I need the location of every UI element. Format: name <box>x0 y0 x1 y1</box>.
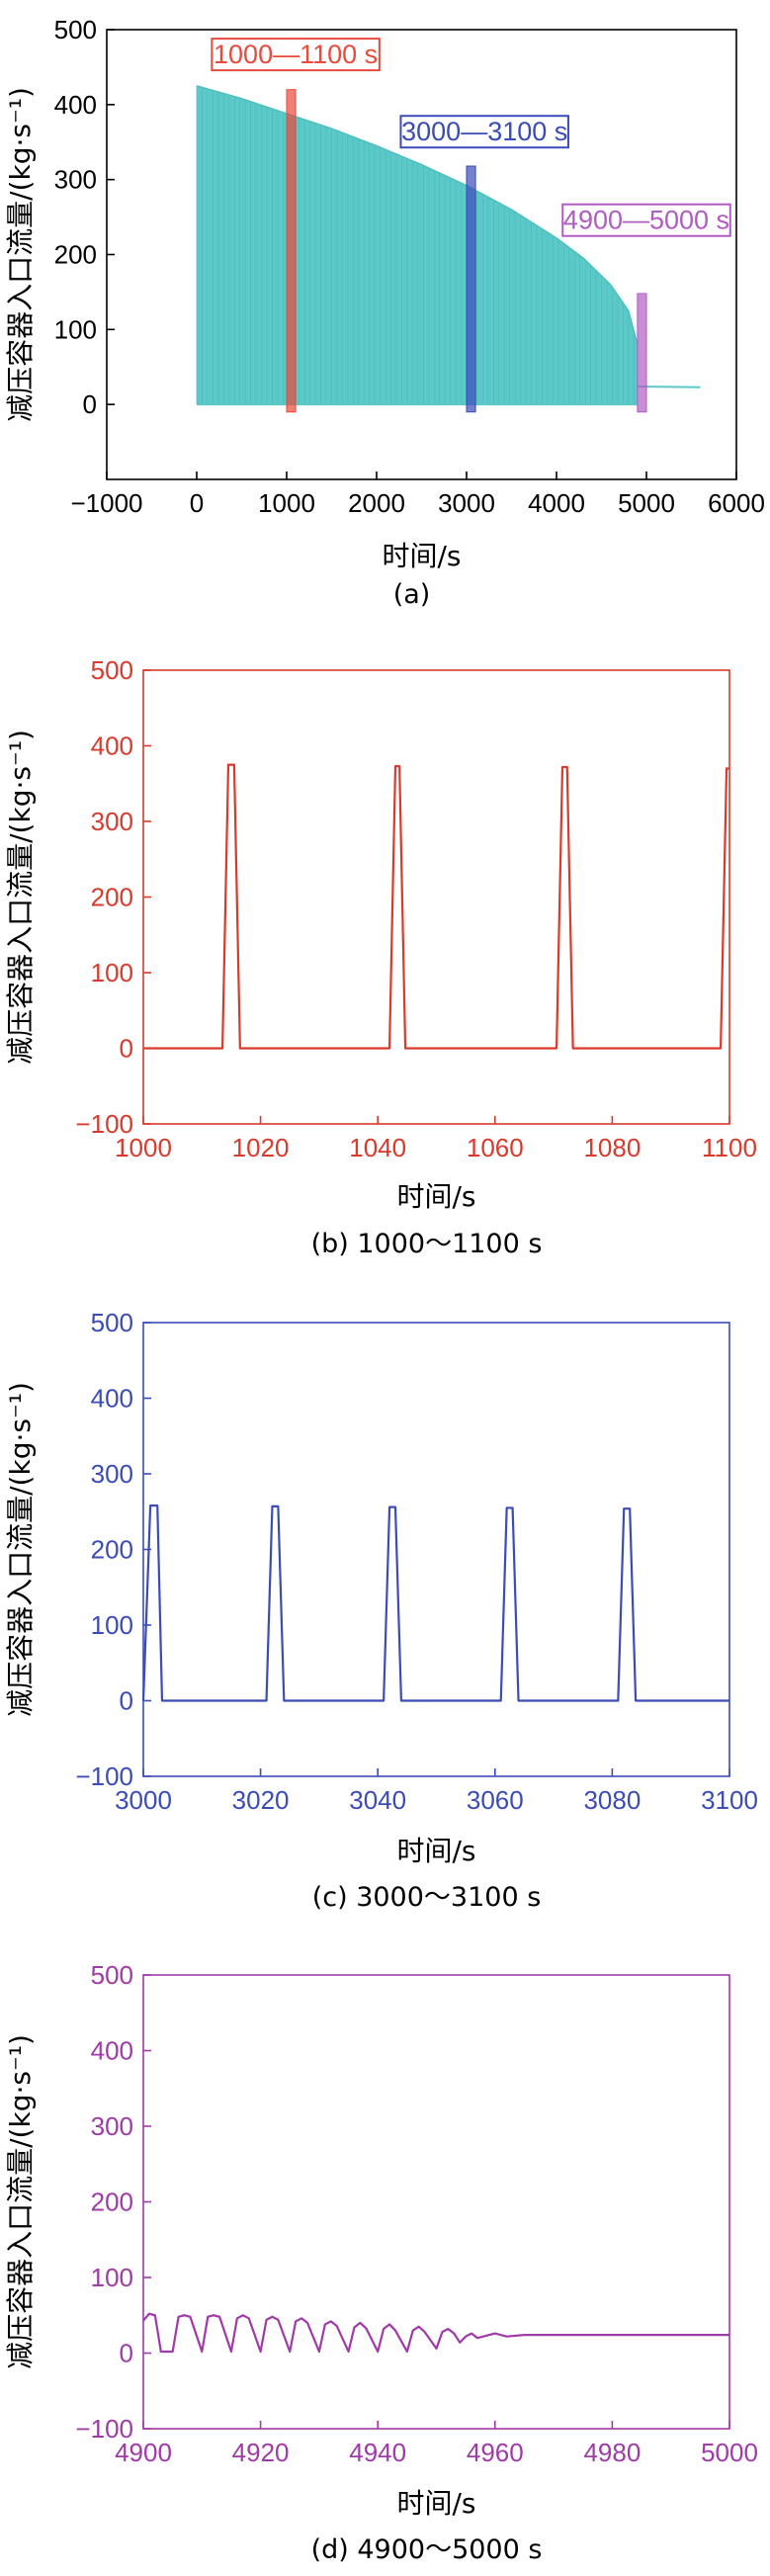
highlight-band-0 <box>286 89 297 413</box>
x-tick-label: 4900 <box>115 2438 172 2467</box>
y-tick-label: 200 <box>91 2188 133 2217</box>
x-tick-label: 5000 <box>618 488 675 518</box>
x-tick-label: 1000 <box>115 1133 172 1162</box>
y-axis-title: 减压容器入口流量/(kg·s⁻¹) <box>4 2034 37 2369</box>
area-series-fill <box>197 85 638 405</box>
x-tick-label: 1080 <box>583 1133 641 1162</box>
chart-b-svg: 1000 1020 1040 1060 1080 1100 −100 0 100 200 300 40… <box>4 655 757 1259</box>
y-tick-label: −100 <box>75 1109 133 1139</box>
y-tick-label: 100 <box>91 958 133 987</box>
plot-frame <box>142 669 730 1125</box>
x-axis-title: 时间/s <box>396 2487 475 2520</box>
series-line-0 <box>141 1504 729 1702</box>
series-line-0 <box>142 2312 729 2354</box>
x-tick-label: 1060 <box>467 1133 524 1162</box>
y-tick-label: 300 <box>91 2111 133 2141</box>
y-tick-label: 0 <box>120 1034 133 1064</box>
y-tick-label: 400 <box>91 2036 133 2066</box>
chart-d-svg: 4900 4920 4940 4960 4980 5000 −100 0 100 200 300 40… <box>4 1960 758 2565</box>
x-tick-label: 4980 <box>583 2438 641 2467</box>
area-series-tail <box>637 385 701 388</box>
x-tick-label: 4940 <box>349 2438 406 2467</box>
x-tick-label: 1000 <box>258 488 315 518</box>
x-axis-title: 时间/s <box>396 1835 475 1867</box>
y-tick-label: 0 <box>83 389 97 419</box>
y-tick-label: 100 <box>54 314 97 344</box>
chart-caption: (a) <box>393 579 431 610</box>
plot-frame <box>142 1974 730 2430</box>
y-tick-label: 400 <box>54 90 97 120</box>
y-tick-label: 200 <box>54 240 97 270</box>
y-tick-label: 100 <box>91 2263 133 2292</box>
y-tick-label: −100 <box>75 2414 133 2444</box>
plot-frame <box>142 1322 730 1777</box>
x-tick-label: 3040 <box>349 1785 406 1815</box>
highlight-label-box-2 <box>561 203 731 237</box>
chart-c-svg: 3000 3020 3040 3060 3080 3100 −100 0 100 200 300 40… <box>4 1308 758 1913</box>
x-tick-label: 1020 <box>232 1133 290 1162</box>
x-tick-label: 3060 <box>467 1785 524 1815</box>
y-tick-label: 500 <box>54 15 97 44</box>
y-tick-label: 300 <box>91 1459 133 1489</box>
x-tick-label: 2000 <box>348 488 405 518</box>
y-tick-label: 200 <box>91 883 133 912</box>
chart-caption: (b) 1000～1100 s <box>311 1229 543 1259</box>
chart-caption: (c) 3000～3100 s <box>312 1882 542 1913</box>
highlight-band-1 <box>466 165 476 413</box>
chart-panel-b: 1000 1020 1040 1060 1080 1100 −100 0 100 200 300 40… <box>0 633 770 1285</box>
y-axis-title: 减压容器入口流量/(kg·s⁻¹) <box>4 730 37 1065</box>
x-tick-label: 4920 <box>232 2438 290 2467</box>
y-tick-label: 300 <box>91 807 133 836</box>
highlight-label-box-0 <box>211 38 381 72</box>
y-tick-label: 300 <box>54 165 97 195</box>
x-axis-title: 时间/s <box>382 540 461 572</box>
y-tick-label: 500 <box>91 1960 133 1990</box>
x-axis-title: 时间/s <box>396 1180 475 1213</box>
area-hatch-group <box>196 85 635 405</box>
y-tick-label: 500 <box>91 1308 133 1337</box>
x-tick-label: 1100 <box>702 1133 757 1162</box>
y-tick-label: 100 <box>91 1610 133 1640</box>
x-tick-label: 4000 <box>528 488 585 518</box>
chart-panel-d: 4900 4920 4940 4960 4980 5000 −100 0 100 200 300 40… <box>0 1937 770 2576</box>
x-tick-label: 3100 <box>701 1785 758 1815</box>
highlight-label-0: 1000—1100 s <box>214 40 378 69</box>
y-tick-label: 400 <box>91 731 133 761</box>
y-tick-label: 200 <box>91 1535 133 1565</box>
x-tick-label: 3000 <box>438 488 495 518</box>
highlight-label-2: 4900—5000 s <box>563 206 729 235</box>
x-tick-label: 1040 <box>349 1133 406 1162</box>
y-tick-label: 500 <box>91 655 133 685</box>
y-axis-title: 减压容器入口流量/(kg·s⁻¹) <box>4 1382 37 1717</box>
highlight-label-1: 3000—3100 s <box>401 117 567 146</box>
x-tick-label: −1000 <box>70 488 142 518</box>
x-tick-label: 3020 <box>232 1785 290 1815</box>
y-tick-label: 0 <box>120 2339 133 2368</box>
y-tick-label: −100 <box>75 1761 133 1791</box>
x-tick-label: 5000 <box>701 2438 758 2467</box>
chart-panel-c: 3000 3020 3040 3060 3080 3100 −100 0 100 200 300 40… <box>0 1285 770 1937</box>
chart-caption: (d) 4900～5000 s <box>311 2534 543 2565</box>
x-tick-label: 0 <box>190 488 204 518</box>
series-line-0 <box>143 763 729 1050</box>
chart-panel-a: 1000—1100 s 3000—3100 s 4900—5000 s −1000 0 1… <box>0 0 770 633</box>
y-tick-label: 0 <box>120 1686 133 1716</box>
highlight-label-box-1 <box>399 115 569 149</box>
chart-a-svg: 1000—1100 s 3000—3100 s 4900—5000 s −1000 0 1… <box>4 15 765 610</box>
x-tick-label: 4960 <box>467 2438 524 2467</box>
y-tick-label: 400 <box>91 1384 133 1414</box>
x-tick-label: 3000 <box>115 1785 172 1815</box>
x-tick-label: 6000 <box>708 488 765 518</box>
x-tick-label: 3080 <box>583 1785 641 1815</box>
highlight-band-2 <box>637 293 647 413</box>
y-axis-title: 减压容器入口流量/(kg·s⁻¹) <box>4 87 37 422</box>
